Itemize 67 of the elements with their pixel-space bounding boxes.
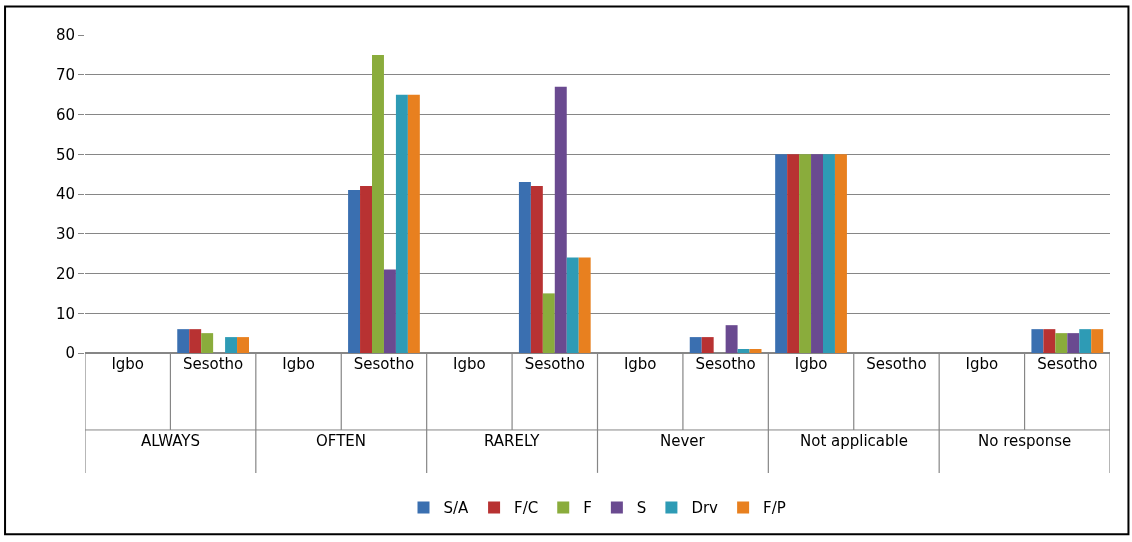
x-tick-label: Igbo xyxy=(623,355,657,373)
bar xyxy=(177,329,190,353)
x-tick-label: Sesotho xyxy=(866,355,927,373)
x-tick-label: Sesotho xyxy=(524,355,585,373)
bar xyxy=(1079,329,1092,353)
bar xyxy=(737,349,750,353)
bar xyxy=(725,325,738,353)
bar xyxy=(530,186,543,353)
text: Never xyxy=(660,432,706,450)
bar xyxy=(407,94,420,353)
x-tick-label: Sesotho xyxy=(1037,355,1098,373)
bar xyxy=(799,154,812,353)
y-tick-label: 30 xyxy=(55,225,75,243)
text: Not applicable xyxy=(800,432,908,450)
bar xyxy=(225,337,238,353)
bar xyxy=(189,329,202,353)
y-tick-label: 60 xyxy=(55,105,75,124)
bar xyxy=(383,269,396,353)
bar xyxy=(701,337,714,353)
y-tick-label: 80 xyxy=(55,26,75,45)
bar xyxy=(554,86,567,353)
x-tick-label: Sesotho xyxy=(182,355,244,373)
bar xyxy=(689,337,702,353)
bar xyxy=(348,190,361,353)
legend-label: S xyxy=(636,499,647,518)
bar xyxy=(749,349,762,353)
x-tick-label: Igbo xyxy=(453,355,486,373)
bar xyxy=(775,154,788,353)
x-tick-label: Igbo xyxy=(111,355,145,373)
bar xyxy=(237,337,249,353)
bar xyxy=(566,257,579,353)
bar xyxy=(201,333,214,353)
x-tick-label: Sesotho xyxy=(695,355,756,373)
bar xyxy=(372,54,384,353)
legend-label: S/A xyxy=(443,499,470,518)
bar xyxy=(395,94,408,353)
bar xyxy=(834,154,847,353)
y-tick-label: 0 xyxy=(65,344,75,363)
legend-label: Drv xyxy=(691,499,719,518)
bar xyxy=(542,293,555,353)
y-tick-label: 50 xyxy=(55,145,75,164)
bar xyxy=(578,257,591,353)
bar xyxy=(787,154,800,353)
bar xyxy=(1055,333,1068,353)
bar xyxy=(360,186,372,353)
bar xyxy=(1043,329,1056,353)
y-tick-label: 10 xyxy=(55,304,75,323)
text: No response xyxy=(978,432,1072,450)
y-tick-label: 70 xyxy=(55,66,75,84)
legend-label: F/C xyxy=(514,499,539,518)
bar xyxy=(823,154,835,353)
bar xyxy=(811,154,823,353)
legend-label: F/P xyxy=(763,499,786,518)
bar xyxy=(1091,329,1104,353)
y-tick-label: 40 xyxy=(55,185,75,204)
text: OFTEN xyxy=(316,432,367,450)
bar xyxy=(1067,333,1080,353)
bar xyxy=(1031,329,1044,353)
x-tick-label: Sesotho xyxy=(353,355,415,373)
legend-label: F xyxy=(583,499,592,518)
bar xyxy=(518,182,531,353)
text: RARELY xyxy=(484,432,541,450)
text: ALWAYS xyxy=(141,432,201,450)
x-tick-label: Igbo xyxy=(794,355,828,373)
y-tick-label: 20 xyxy=(55,264,75,283)
x-tick-label: Igbo xyxy=(965,355,999,373)
x-tick-label: Igbo xyxy=(282,355,315,373)
